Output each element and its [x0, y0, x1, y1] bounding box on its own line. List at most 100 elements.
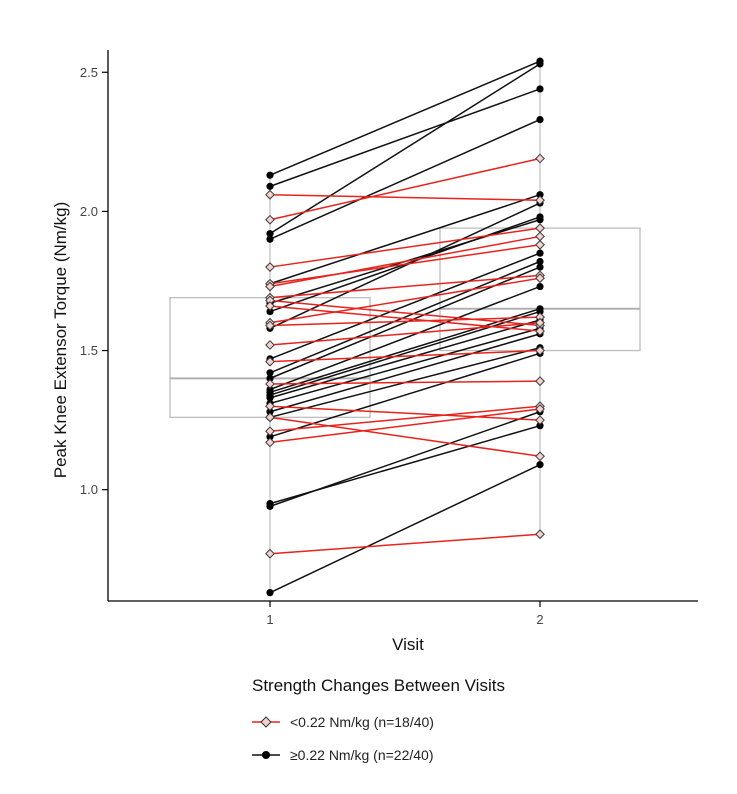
- y-tick-label: 2.0: [80, 204, 98, 219]
- series-0-point-14-v2: [535, 451, 545, 462]
- series-0-point-2-v1: [265, 262, 275, 272]
- series-1-point-4-v2: [536, 191, 544, 199]
- series-1-line-10: [269, 266, 541, 380]
- x-tick-label: 2: [536, 612, 543, 627]
- series-0-point-7-v2: [535, 326, 545, 336]
- series-1-line-20: [269, 411, 541, 508]
- series-1-point-16-v1: [266, 408, 274, 416]
- series-1-point-21-v1: [266, 589, 274, 597]
- series-0-point-12-v1: [265, 379, 275, 389]
- x-tick-label: 1: [266, 612, 273, 627]
- series-1-point-9-v1: [266, 369, 274, 377]
- series-0-line-13: [269, 405, 541, 421]
- legend-item-high-change: ≥0.22 Nm/kg (n=22/40): [252, 743, 672, 767]
- series-1-line-16: [269, 333, 541, 413]
- series-1-line-2: [269, 63, 541, 235]
- series-1-line-8: [269, 252, 541, 360]
- series-1-line-13: [269, 310, 541, 396]
- series-1-line-21: [269, 463, 541, 594]
- series-0-point-14-v1: [265, 412, 275, 423]
- series-0-point-16-v2: [535, 404, 545, 414]
- y-tick-label: 1.5: [80, 343, 98, 358]
- series-0-point-10-v2: [535, 317, 545, 328]
- series-1-point-18-v1: [266, 433, 274, 441]
- legend-label-low-change: <0.22 Nm/kg (n=18/40): [290, 714, 434, 730]
- series-0-line-11: [269, 349, 541, 363]
- series-1-line-11: [269, 285, 541, 391]
- series-0-point-17-v2: [535, 529, 545, 540]
- paired-lines: [269, 60, 541, 594]
- series-0-line-0: [269, 193, 541, 202]
- series-1-point-0-v1: [266, 171, 274, 179]
- series-0-point-4-v2: [535, 231, 545, 242]
- series-1-line-3: [269, 118, 541, 240]
- series-0-line-4: [269, 235, 541, 288]
- series-0-point-4-v1: [265, 281, 275, 292]
- series-0-point-15-v1: [265, 426, 275, 437]
- series-1-point-10-v2: [536, 263, 544, 271]
- series-0-line-9: [269, 316, 541, 327]
- series-1-line-14: [269, 319, 541, 399]
- series-0-line-5: [269, 274, 541, 299]
- y-tick-label: 1.0: [80, 482, 98, 497]
- series-1-point-9-v2: [536, 257, 544, 266]
- legend-title: Strength Changes Between Visits: [252, 676, 505, 695]
- series-1-point-1-v1: [266, 182, 274, 190]
- series-0-point-0-v1: [265, 189, 275, 200]
- series-0-point-2-v2: [535, 223, 545, 234]
- series-1-point-11-v2: [536, 282, 544, 291]
- series-1-point-3-v1: [266, 235, 274, 243]
- series-0-point-13-v1: [265, 401, 275, 412]
- series-1-point-6-v1: [266, 307, 274, 316]
- y-axis-title: Peak Knee Extensor Torque (Nm/kg): [51, 202, 70, 479]
- series-0-line-1: [269, 157, 541, 221]
- series-0-line-15: [269, 405, 541, 432]
- series-0-point-10-v1: [265, 340, 275, 350]
- series-1-line-12: [269, 308, 541, 394]
- series-1-point-6-v2: [536, 213, 544, 221]
- series-1-point-1-v2: [536, 85, 544, 93]
- series-1-point-2-v2: [536, 60, 544, 68]
- series-1-point-8-v2: [536, 249, 544, 257]
- series-1-line-15: [269, 327, 541, 405]
- series-0-point-0-v2: [535, 195, 545, 206]
- series-1-line-9: [269, 260, 541, 374]
- legend-label-high-change: ≥0.22 Nm/kg (n=22/40): [290, 747, 434, 763]
- series-0-point-13-v2: [535, 415, 545, 426]
- x-axis-title: Visit: [392, 635, 424, 654]
- series-0-point-12-v2: [535, 376, 545, 387]
- boxplots: [169, 61, 641, 593]
- series-1-point-3-v2: [536, 115, 544, 124]
- series-0-point-11-v2: [535, 345, 545, 356]
- series-0-point-1-v1: [265, 214, 275, 225]
- axes: [107, 50, 698, 602]
- series-1-point-19-v2: [536, 422, 544, 430]
- series-0-line-14: [269, 416, 541, 458]
- series-0-point-17-v1: [265, 548, 275, 559]
- series-0-point-8-v2: [535, 273, 545, 284]
- series-1-line-1: [269, 88, 541, 188]
- legend-key-red-diamond: [252, 716, 280, 728]
- series-1-point-13-v2: [536, 307, 544, 316]
- series-0-point-9-v1: [265, 320, 275, 331]
- series-1-point-14-v1: [266, 394, 274, 402]
- series-0-line-2: [269, 227, 541, 268]
- series-1-line-4: [269, 193, 541, 285]
- series-0-point-1-v2: [535, 153, 545, 164]
- data-points: [265, 57, 545, 597]
- legend-key-black-circle: [252, 751, 280, 759]
- series-1-point-21-v2: [536, 461, 544, 469]
- series-0-line-16: [269, 408, 541, 444]
- series-0-line-3: [269, 244, 541, 285]
- series-0-line-12: [269, 380, 541, 385]
- series-1-point-10-v1: [266, 374, 274, 382]
- y-tick-label: 2.5: [80, 65, 98, 80]
- series-1-point-2-v1: [266, 230, 274, 238]
- series-0-line-17: [269, 533, 541, 555]
- series-1-point-20-v1: [266, 502, 274, 510]
- legend: Strength Changes Between Visits <0.22 Nm…: [252, 676, 672, 776]
- series-0-line-6: [269, 299, 541, 327]
- series-0-line-8: [269, 277, 541, 324]
